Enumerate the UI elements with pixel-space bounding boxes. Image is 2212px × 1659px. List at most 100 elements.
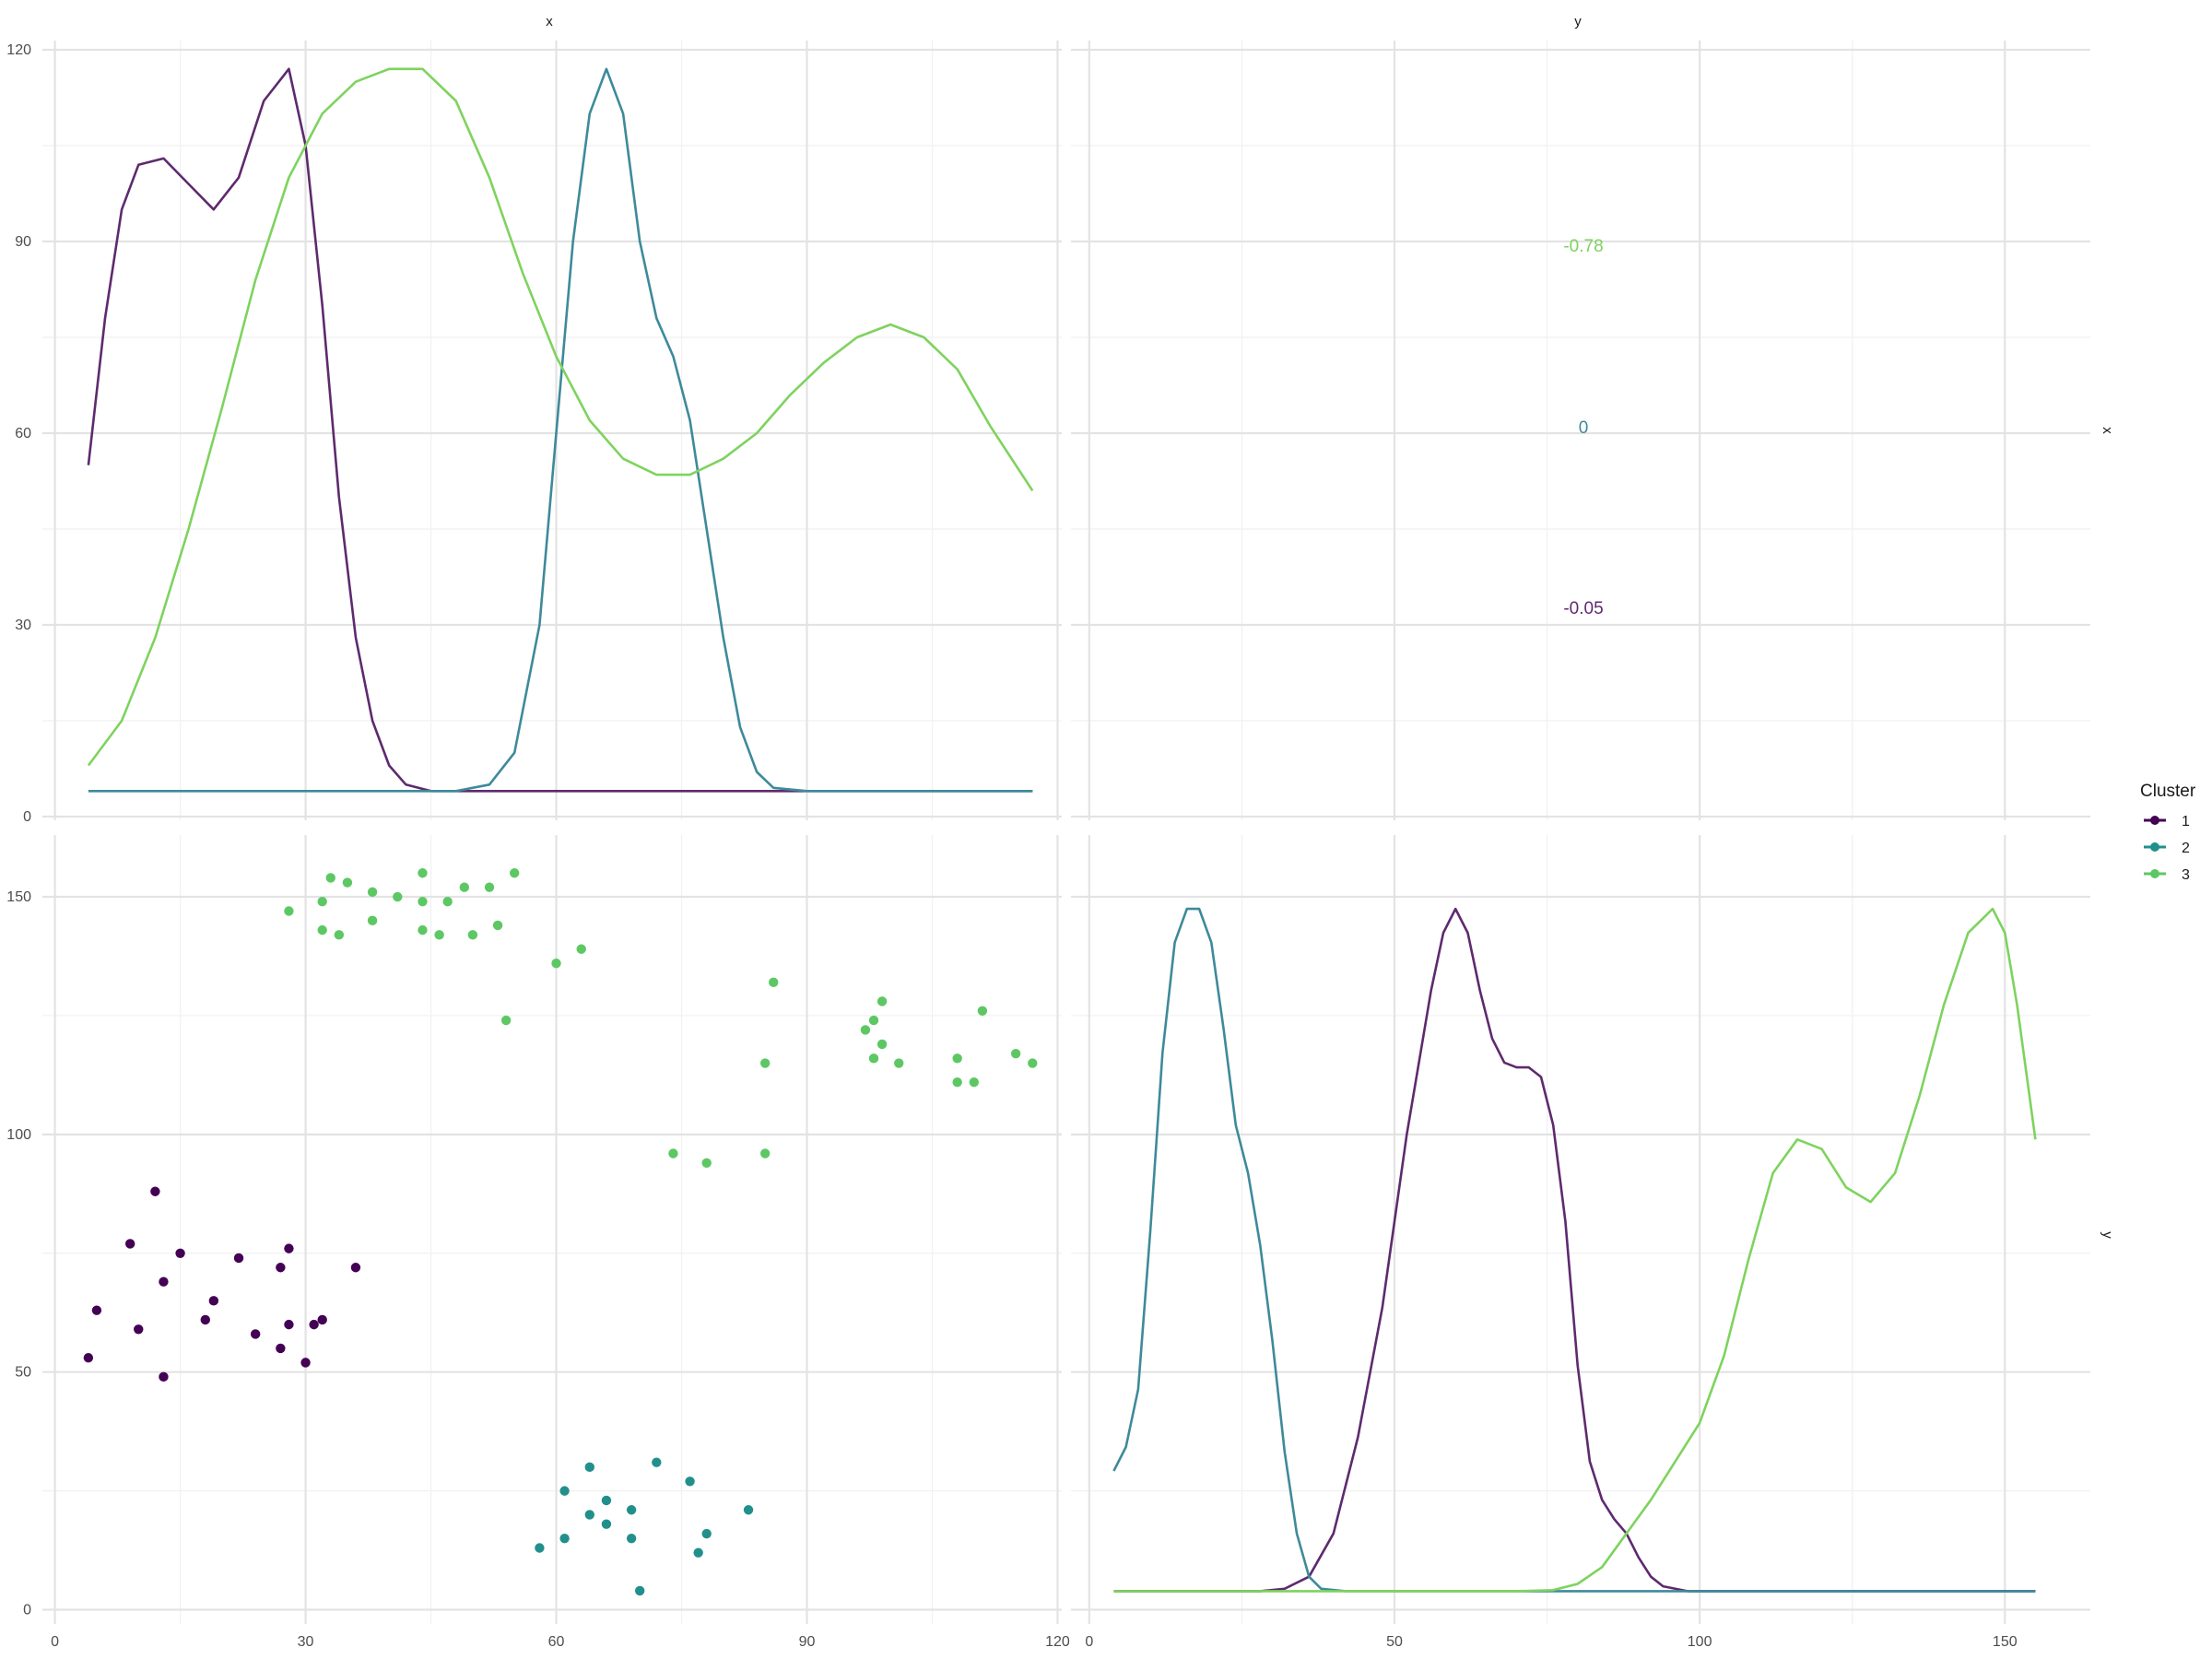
scatter-point-cluster-3: [418, 868, 428, 878]
scatter-point-cluster-3: [317, 924, 327, 935]
plot-panels: 0 30 60 90 120 0 50 100 150 0 30 60 90 120 0 50 100 150 -0…: [6, 41, 2090, 1650]
scatter-point-cluster-3: [860, 1025, 871, 1035]
panel-grid-y-x: [42, 835, 1062, 1624]
y-tick-label: 60: [15, 426, 31, 441]
x-tick-label: 150: [1993, 1634, 2018, 1650]
scatter-point-cluster-3: [284, 906, 294, 916]
legend-item-1: 1: [2144, 814, 2190, 830]
scatter-point-cluster-2: [685, 1477, 695, 1487]
scatter-point-cluster-3: [759, 1058, 771, 1068]
scatter-point-cluster-1: [159, 1277, 169, 1287]
x-tick-label: 90: [799, 1634, 816, 1650]
legend-key-point-2: [2150, 842, 2159, 852]
scatter-point-cluster-3: [442, 896, 453, 907]
scatter-point-cluster-1: [150, 1186, 160, 1196]
scatter-point-cluster-1: [159, 1371, 169, 1382]
panel-grid-y-y: [1071, 835, 2090, 1624]
scatter-point-cluster-2: [693, 1547, 703, 1558]
y-tick-label: 150: [6, 889, 31, 905]
scatter-point-cluster-3: [894, 1058, 904, 1068]
scatter-point-cluster-2: [601, 1495, 612, 1506]
y-tick-label: 0: [23, 1603, 31, 1618]
scatter-point-cluster-2: [701, 1528, 712, 1539]
y-tick-label: 100: [6, 1127, 31, 1143]
scatter-point-cluster-3: [759, 1148, 771, 1159]
scatter-point-cluster-3: [484, 882, 495, 892]
panel-grid-x-x: [42, 41, 1062, 820]
scatter-point-cluster-3: [877, 1039, 888, 1050]
x-tick-label: 30: [298, 1634, 314, 1650]
scatter-point-cluster-2: [634, 1585, 645, 1596]
scatter-point-cluster-1: [83, 1353, 94, 1363]
scatter-point-cluster-1: [276, 1343, 286, 1354]
legend-key-point-3: [2150, 869, 2159, 878]
scatter-point-cluster-1: [175, 1248, 185, 1258]
x-tick-label: 0: [1085, 1634, 1093, 1650]
scatter-point-cluster-1: [309, 1319, 319, 1330]
scatter-point-cluster-3: [510, 868, 520, 878]
scatter-point-cluster-3: [701, 1158, 712, 1169]
strip-label-top-x: x: [546, 14, 553, 29]
scatter-point-cluster-3: [500, 1015, 512, 1026]
correlation-label-cluster-3: -0.78: [1563, 237, 1603, 256]
y-tick-label: 30: [15, 618, 31, 633]
legend-label-2: 2: [2182, 841, 2190, 856]
scatter-point-cluster-3: [467, 930, 478, 940]
scatter-point-cluster-2: [626, 1533, 637, 1544]
strip-label-right-y: y: [2100, 1231, 2115, 1239]
scatter-point-cluster-3: [868, 1053, 879, 1064]
scatter-point-cluster-3: [325, 873, 335, 883]
scatter-point-cluster-2: [652, 1457, 662, 1467]
x-tick-label: 0: [51, 1634, 59, 1650]
scatter-point-cluster-3: [877, 996, 888, 1006]
scatter-point-cluster-3: [868, 1015, 879, 1026]
scatter-point-cluster-1: [250, 1329, 261, 1339]
legend-item-3: 3: [2144, 867, 2190, 883]
scatter-point-cluster-3: [418, 896, 428, 907]
scatter-point-cluster-2: [601, 1519, 612, 1529]
legend: Cluster 1 2 3: [2140, 782, 2196, 883]
correlation-label-cluster-1: -0.05: [1563, 599, 1603, 618]
scatter-point-cluster-3: [342, 877, 353, 888]
legend-label-3: 3: [2182, 867, 2190, 883]
panel-grid-x-y: [1071, 41, 2090, 820]
y-tick-label: 0: [23, 809, 31, 825]
scatter-point-cluster-1: [200, 1314, 210, 1325]
scatter-point-cluster-2: [626, 1505, 637, 1515]
scatter-point-cluster-3: [1010, 1049, 1021, 1059]
scatter-point-cluster-2: [584, 1462, 594, 1473]
scatter-point-cluster-1: [284, 1319, 294, 1330]
density-curve-x-cluster-1: [87, 67, 1033, 793]
legend-item-2: 2: [2144, 841, 2190, 856]
scatter-point-cluster-1: [276, 1263, 286, 1273]
y-tick-label: 90: [15, 234, 31, 250]
density-curve-y-cluster-3: [1113, 907, 2037, 1593]
y-tick-label: 120: [6, 42, 31, 58]
scatter-point-cluster-3: [576, 944, 586, 954]
scatter-point-cluster-1: [284, 1243, 294, 1253]
scatter-point-cluster-3: [317, 896, 327, 907]
legend-title: Cluster: [2140, 782, 2196, 801]
scatter-point-cluster-3: [367, 915, 378, 926]
scatter-point-cluster-3: [668, 1148, 678, 1159]
scatter-point-cluster-3: [393, 891, 403, 902]
scatter-point-cluster-2: [584, 1510, 594, 1520]
strip-label-right-x: x: [2100, 427, 2115, 434]
scatter-point-cluster-2: [559, 1486, 570, 1496]
density-curve-x-cluster-3: [87, 67, 1034, 767]
scatter-point-cluster-2: [743, 1505, 754, 1515]
scatter-point-cluster-3: [977, 1006, 988, 1016]
y-tick-label: 50: [15, 1365, 31, 1381]
strip-labels: x y x y: [546, 14, 2115, 1239]
x-tick-label: 50: [1386, 1634, 1403, 1650]
scatter-point-cluster-3: [334, 930, 345, 940]
x-tick-label: 60: [548, 1634, 565, 1650]
scatter-point-cluster-1: [91, 1305, 102, 1315]
scatter-point-cluster-3: [769, 977, 779, 988]
scatter-point-cluster-3: [367, 887, 378, 898]
legend-key-point-1: [2150, 816, 2159, 825]
correlation-label-cluster-2: 0: [1579, 418, 1589, 438]
scatter-point-cluster-3: [969, 1077, 980, 1088]
x-tick-label: 120: [1045, 1634, 1070, 1650]
density-curve-x-cluster-2: [88, 67, 1033, 793]
